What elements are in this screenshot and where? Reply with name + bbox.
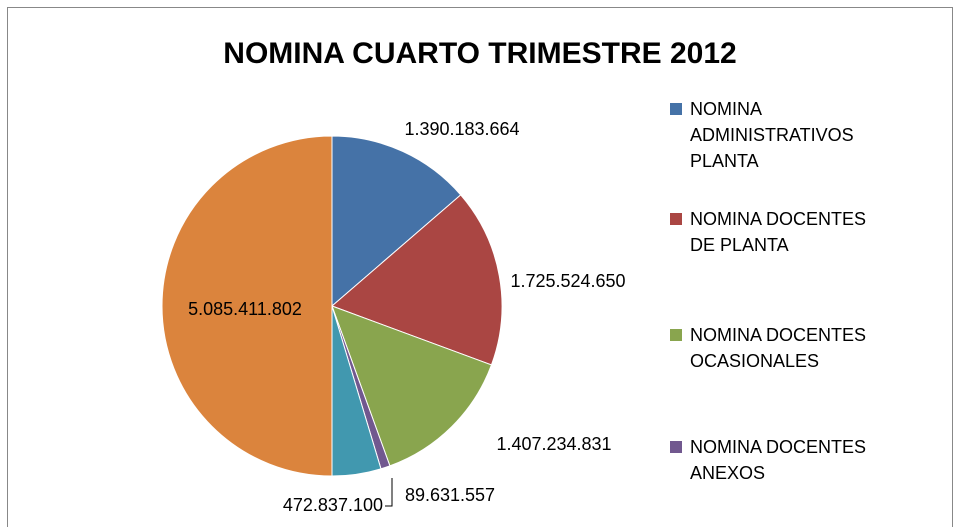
legend-swatch xyxy=(670,213,682,225)
legend-label: NOMINA DOCENTES OCASIONALES xyxy=(690,325,867,371)
pie-slice xyxy=(331,305,493,467)
legend-swatch xyxy=(670,329,682,341)
data-label: 1.407.234.831 xyxy=(496,434,611,454)
pie-slice xyxy=(331,194,503,366)
legend-label: NOMINA DOCENTES DE PLANTA xyxy=(690,209,867,255)
legend-label: NOMINA DOCENTES ANEXOS xyxy=(690,437,867,483)
pie-slice xyxy=(161,135,333,477)
leader-line xyxy=(385,478,393,507)
legend-swatch xyxy=(670,441,682,453)
data-label: 89.631.557 xyxy=(405,485,495,505)
data-label: 1.390.183.664 xyxy=(404,119,519,139)
legend-label: NOMINA ADMINISTRATIVOS PLANTA xyxy=(690,99,854,171)
pie-slice xyxy=(331,135,462,308)
chart-title: NOMINA CUARTO TRIMESTRE 2012 xyxy=(223,37,736,70)
data-label: 5.085.411.802 xyxy=(188,299,302,319)
data-label: 1.725.524.650 xyxy=(510,271,625,291)
data-label: 472.837.100 xyxy=(283,495,383,515)
legend-swatch xyxy=(670,103,682,115)
